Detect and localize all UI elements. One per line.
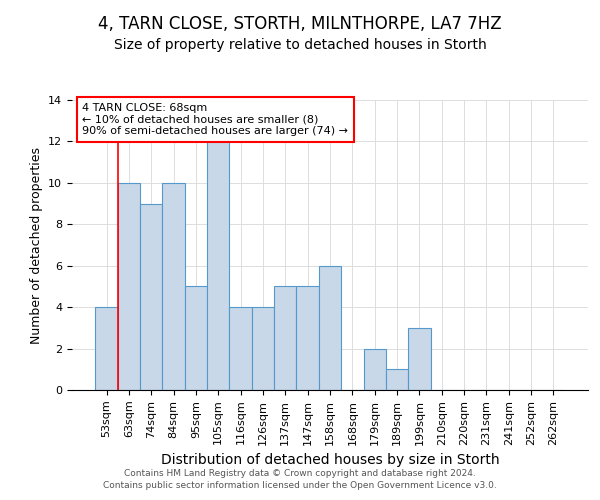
Bar bbox=[319, 266, 341, 390]
Bar bbox=[163, 183, 185, 390]
Text: Contains HM Land Registry data © Crown copyright and database right 2024.: Contains HM Land Registry data © Crown c… bbox=[124, 468, 476, 477]
Text: 4, TARN CLOSE, STORTH, MILNTHORPE, LA7 7HZ: 4, TARN CLOSE, STORTH, MILNTHORPE, LA7 7… bbox=[98, 15, 502, 33]
Bar bbox=[274, 286, 296, 390]
Bar bbox=[386, 370, 408, 390]
Bar bbox=[207, 142, 229, 390]
Bar bbox=[296, 286, 319, 390]
Bar bbox=[118, 183, 140, 390]
Bar bbox=[364, 348, 386, 390]
X-axis label: Distribution of detached houses by size in Storth: Distribution of detached houses by size … bbox=[161, 453, 499, 467]
Bar bbox=[252, 307, 274, 390]
Bar bbox=[185, 286, 207, 390]
Text: 4 TARN CLOSE: 68sqm
← 10% of detached houses are smaller (8)
90% of semi-detache: 4 TARN CLOSE: 68sqm ← 10% of detached ho… bbox=[82, 103, 349, 136]
Bar bbox=[140, 204, 163, 390]
Bar bbox=[408, 328, 431, 390]
Bar bbox=[95, 307, 118, 390]
Text: Size of property relative to detached houses in Storth: Size of property relative to detached ho… bbox=[113, 38, 487, 52]
Y-axis label: Number of detached properties: Number of detached properties bbox=[29, 146, 43, 344]
Bar bbox=[229, 307, 252, 390]
Text: Contains public sector information licensed under the Open Government Licence v3: Contains public sector information licen… bbox=[103, 481, 497, 490]
